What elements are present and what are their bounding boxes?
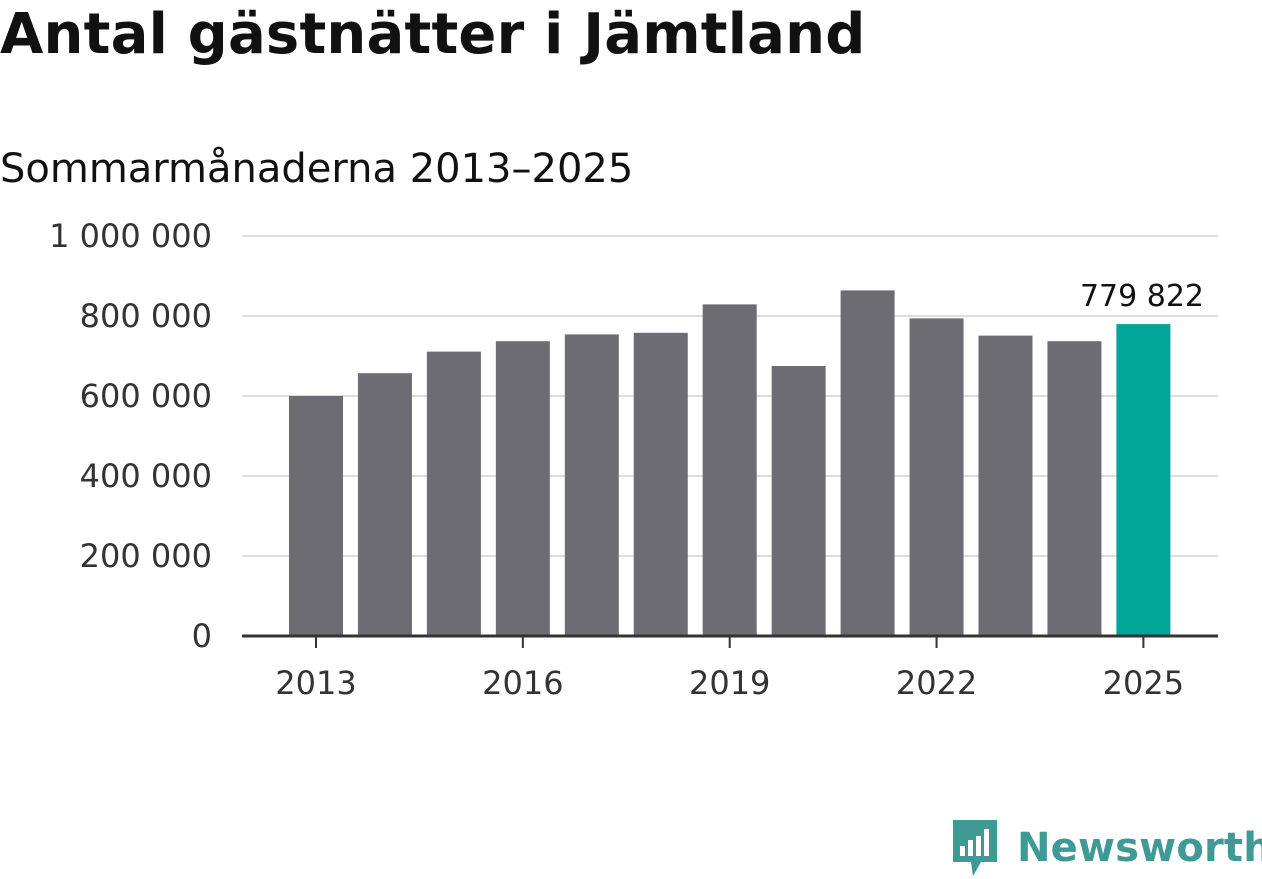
- y-tick-label: 600 000: [80, 377, 212, 415]
- bar-2016: [495, 341, 550, 636]
- newsworthy-logo: Newsworthy: [951, 818, 1262, 878]
- bars: [289, 290, 1171, 636]
- x-tick-label: 2019: [689, 664, 770, 702]
- bar-2020: [771, 366, 826, 636]
- bar-2022: [909, 318, 964, 636]
- newsworthy-logo-icon: [953, 820, 997, 876]
- x-tick-label: 2022: [896, 664, 977, 702]
- y-tick-label: 200 000: [80, 537, 212, 575]
- x-axis-tick-labels: 2013 2016 2019 2022 2025: [275, 664, 1184, 702]
- logo-text: Newsworthy: [1017, 825, 1262, 871]
- y-tick-label: 1 000 000: [49, 217, 212, 255]
- bar-2024: [1047, 341, 1102, 636]
- y-tick-label: 0: [192, 617, 212, 655]
- x-tick-label: 2016: [482, 664, 563, 702]
- y-tick-label: 800 000: [80, 297, 212, 335]
- bar-2015: [426, 351, 481, 636]
- bar-2025: [1116, 324, 1171, 636]
- y-axis-tick-labels: 0 200 000 400 000 600 000 800 000 1 000 000: [49, 217, 212, 655]
- chart-subtitle: Sommarmånaderna 2013–2025: [0, 146, 634, 192]
- bar-2014: [357, 373, 412, 636]
- bar-chart: 0 200 000 400 000 600 000 800 000 1 000 000 2…: [49, 217, 1218, 702]
- bar-2013: [289, 396, 343, 636]
- data-label-2025: 779 822: [1080, 279, 1204, 314]
- axes: [242, 634, 1218, 648]
- bar-2017: [564, 334, 619, 636]
- data-labels: 779 822: [1080, 279, 1204, 314]
- x-tick-label: 2013: [275, 664, 356, 702]
- y-tick-label: 400 000: [80, 457, 212, 495]
- bar-2023: [978, 335, 1033, 636]
- bar-2021: [840, 290, 895, 636]
- x-tick-label: 2025: [1103, 664, 1184, 702]
- chart-title: Antal gästnätter i Jämtland: [0, 2, 866, 67]
- bar-2019: [702, 304, 757, 636]
- bar-2018: [633, 332, 688, 636]
